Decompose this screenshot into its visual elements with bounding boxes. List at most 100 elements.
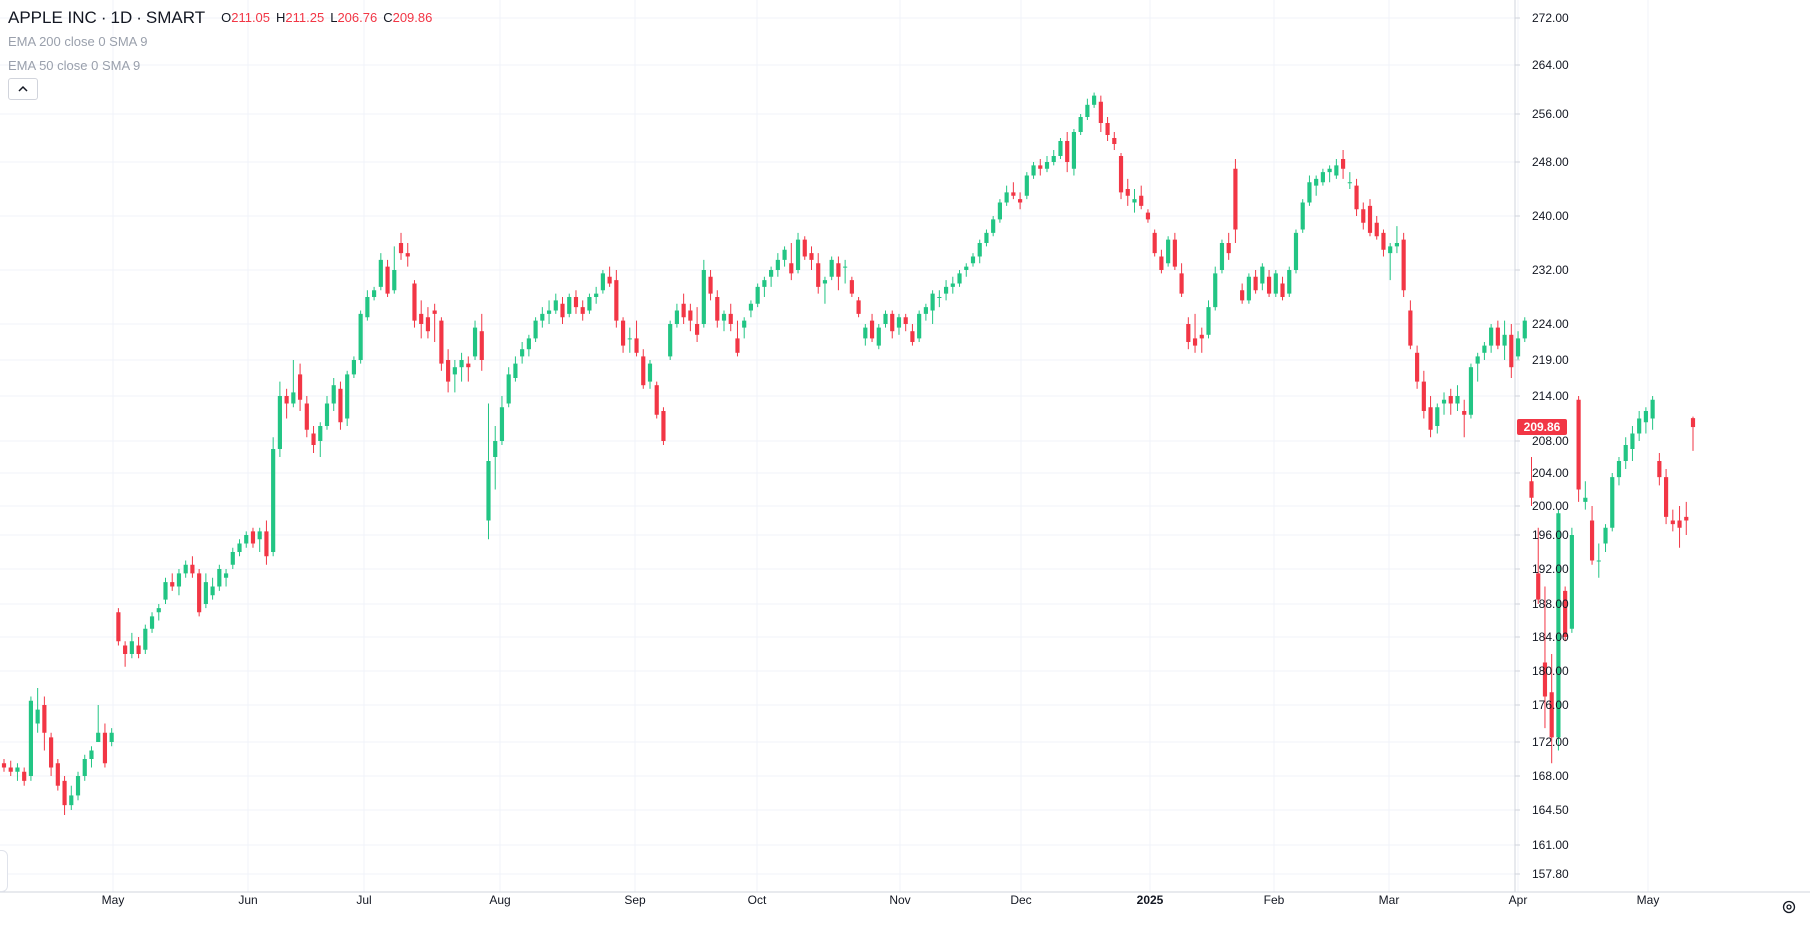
candle-body (1287, 270, 1292, 294)
candle (950, 276, 955, 294)
candle (311, 426, 316, 453)
candle-body (479, 331, 484, 360)
x-tick-label: Apr (1509, 893, 1528, 907)
candle (1529, 457, 1534, 506)
candle-body (210, 586, 215, 596)
candle (849, 276, 854, 297)
candle-body (742, 320, 747, 328)
candle (1576, 396, 1581, 502)
chart-legend: APPLE INC · 1D · SMART O 211.05 H 211.25 L 206.… (8, 6, 432, 78)
candle (419, 300, 424, 339)
candle (331, 378, 336, 411)
candle-body (829, 259, 834, 277)
candle-body (1071, 132, 1077, 169)
x-tick-label: Jul (356, 893, 371, 907)
candle-body (614, 280, 619, 321)
candle (903, 313, 908, 332)
candle (647, 360, 653, 389)
candle-body (950, 283, 955, 287)
grid-layer (0, 0, 1649, 892)
candle-body (1038, 165, 1043, 169)
candle-body (970, 256, 976, 264)
candle-body (930, 293, 935, 311)
candle (1610, 473, 1615, 532)
candle (1125, 178, 1130, 206)
candle-body (1563, 590, 1568, 637)
candle (789, 243, 794, 281)
candle-body (1004, 192, 1009, 203)
candle (1690, 416, 1696, 451)
x-tick-label: Oct (748, 893, 767, 907)
candle-body (573, 297, 579, 308)
candle (1388, 243, 1393, 281)
candle-body (782, 249, 787, 260)
chart-settings-button[interactable] (1778, 896, 1800, 918)
y-tick-label: 200.00 (1532, 499, 1569, 513)
candle-body (311, 433, 316, 445)
x-tick-label: May (102, 893, 125, 907)
candle-body (1078, 117, 1083, 132)
candle (681, 293, 686, 324)
ohlc-close-key: C (383, 10, 393, 25)
candle (1394, 226, 1400, 254)
candle (1179, 263, 1184, 297)
candle-body (486, 461, 491, 521)
candle (970, 253, 976, 267)
candle-body (681, 303, 686, 318)
candle-body (1408, 310, 1413, 346)
candle-body (439, 320, 444, 364)
symbol-title[interactable]: APPLE INC · 1D · SMART (8, 8, 206, 27)
candle-body (102, 732, 108, 764)
candle-body (1522, 320, 1527, 339)
candle (1314, 175, 1319, 196)
y-tick-label: 184.00 (1532, 630, 1569, 644)
candle-body (991, 219, 996, 233)
x-tick-label: 2025 (1137, 893, 1164, 907)
candle-body (244, 535, 249, 544)
candle-body (223, 573, 229, 578)
candle-body (1495, 327, 1500, 346)
candle (1246, 273, 1251, 304)
candle (1616, 457, 1622, 486)
candle (1152, 229, 1157, 257)
candle (520, 342, 525, 364)
candle-body (1206, 307, 1211, 335)
candle-body (688, 310, 693, 321)
candle (1044, 156, 1050, 173)
candle (237, 539, 242, 557)
side-panel-handle[interactable] (0, 850, 8, 892)
candle-body (923, 307, 928, 314)
y-tick-label: 224.00 (1532, 317, 1569, 331)
candle-body (405, 253, 410, 257)
candle (795, 232, 801, 274)
x-tick-label: Dec (1010, 893, 1031, 907)
candle (1542, 586, 1548, 729)
candle (977, 239, 982, 264)
candle-body (358, 313, 363, 360)
candle (176, 569, 182, 596)
candle (869, 313, 875, 342)
candle-body (520, 349, 525, 357)
candle-body (1482, 345, 1487, 353)
candle-body (75, 776, 81, 796)
candle-body (385, 266, 390, 294)
candle (614, 270, 619, 328)
candle (1650, 396, 1655, 430)
candle-body (1643, 411, 1648, 423)
candle-body (540, 313, 545, 321)
candle (1663, 469, 1669, 525)
indicator-ema200[interactable]: EMA 200 close 0 SMA 9 (8, 34, 148, 49)
candle-body (365, 297, 370, 318)
candle-body (1448, 396, 1453, 404)
collapse-legend-button[interactable] (8, 78, 38, 100)
candle-body (372, 290, 377, 297)
x-tick-label: May (1637, 893, 1660, 907)
ohlc-high-key: H (276, 10, 286, 25)
candle (1455, 385, 1460, 411)
candle-body (1455, 396, 1460, 404)
indicator-ema50[interactable]: EMA 50 close 0 SMA 9 (8, 58, 141, 73)
candle-body (28, 700, 34, 776)
candle (1071, 129, 1077, 176)
candle-body (822, 280, 828, 284)
